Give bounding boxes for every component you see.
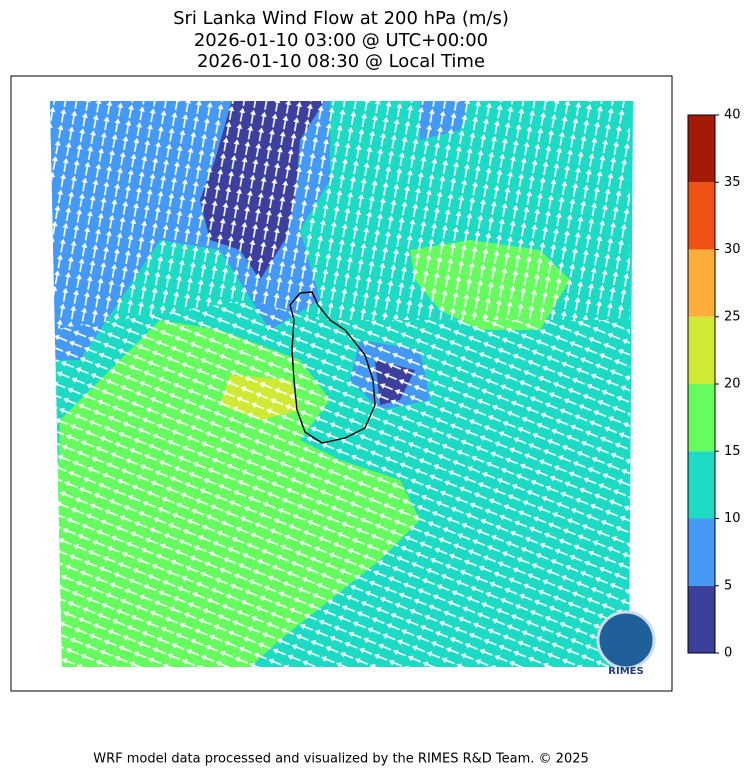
title-line: Sri Lanka Wind Flow at 200 hPa (m/s) <box>173 8 509 29</box>
colorbar-tick-label: 10 <box>724 511 741 526</box>
colorbar-segment <box>688 518 715 586</box>
colorbar-segment <box>688 384 715 452</box>
colorbar-segment <box>688 182 715 250</box>
colorbar-tick-label: 5 <box>724 578 732 593</box>
colorbar-tick-label: 15 <box>724 444 741 459</box>
colorbar-segment <box>688 115 715 183</box>
logo <box>596 610 656 670</box>
coastline <box>289 291 376 444</box>
colorbar-tick-label: 40 <box>724 108 741 123</box>
colorbar-segment <box>688 249 715 317</box>
footer: WRF model data processed and visualized … <box>93 752 589 767</box>
colorbar: 0 5 10 15 20 25 30 35 40 <box>687 108 741 661</box>
colorbar-tick-label: 35 <box>724 175 741 190</box>
colorbar-tick-label: 30 <box>724 242 741 257</box>
colorbar-segment <box>688 316 715 384</box>
colorbar-tick-label: 25 <box>724 309 741 324</box>
colorbar-segment <box>688 451 715 519</box>
colorbar-tick-label: 20 <box>724 377 741 392</box>
colorbar-tick-label: 0 <box>724 646 732 661</box>
logo-text: RIMES <box>608 666 643 677</box>
wind-field <box>50 101 633 667</box>
colorbar-segment <box>688 585 715 653</box>
title-line: 2026-01-10 08:30 @ Local Time <box>197 51 485 72</box>
title-line: 2026-01-10 03:00 @ UTC+00:00 <box>194 30 488 51</box>
